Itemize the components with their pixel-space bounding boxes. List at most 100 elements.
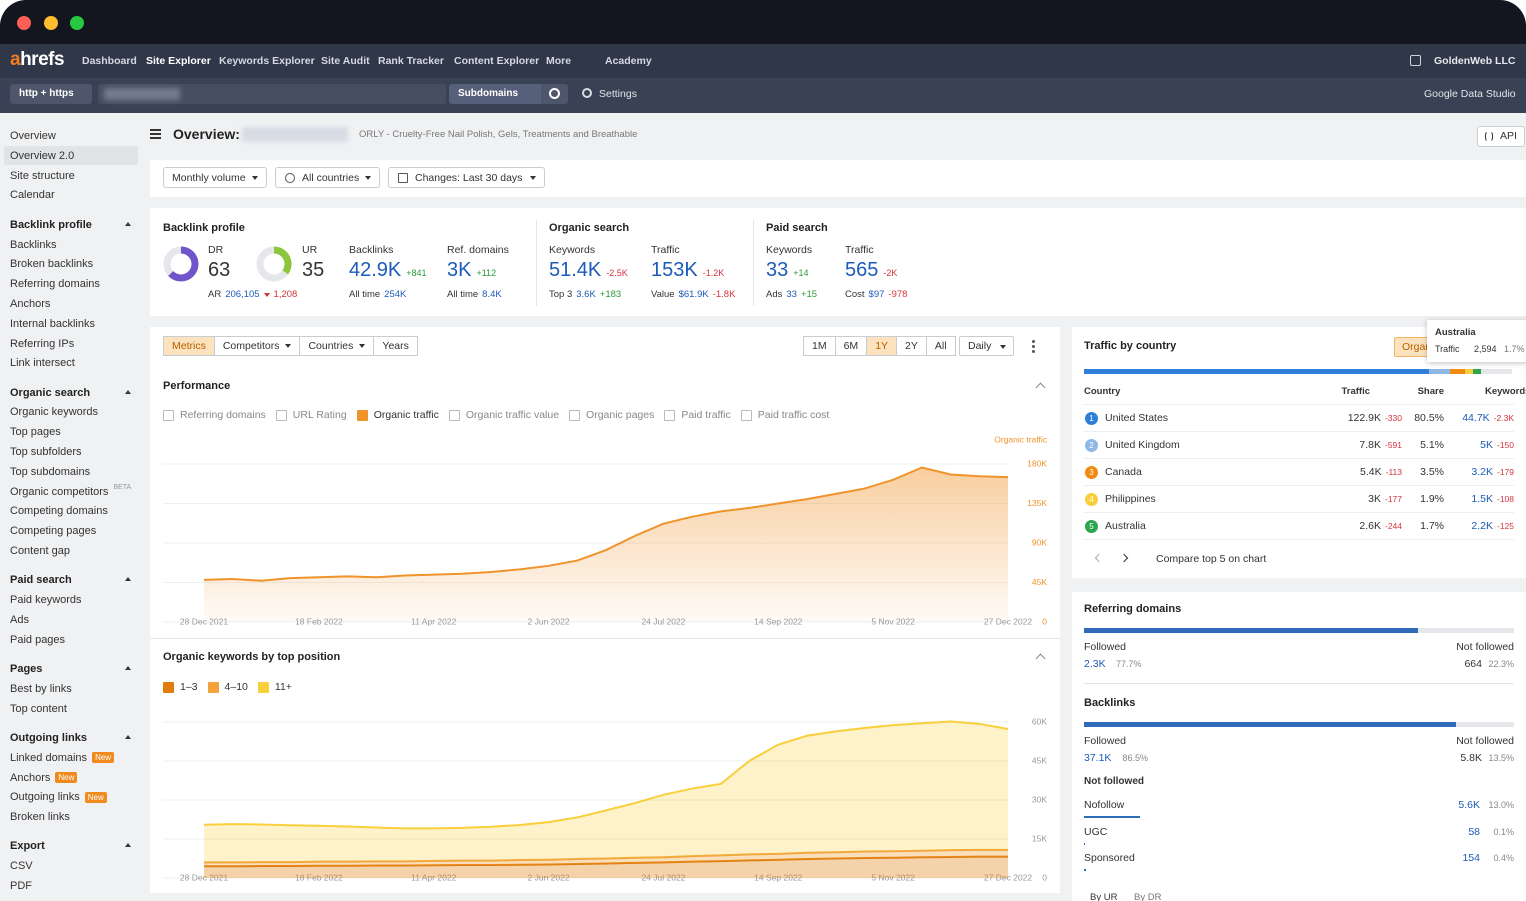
maximize-dot[interactable] — [70, 16, 84, 30]
nav-link[interactable]: Site Audit — [321, 55, 370, 67]
nav-link[interactable]: Content Explorer — [454, 55, 540, 67]
interval-dropdown[interactable]: Daily — [959, 336, 1014, 356]
settings[interactable]: Settings — [599, 88, 637, 100]
filter-label: Changes: Last 30 days — [415, 172, 523, 184]
sidebar-item[interactable]: Linked domains New — [10, 751, 115, 765]
traffic-change: -591 — [1384, 440, 1402, 450]
nav-link[interactable]: More — [546, 55, 572, 67]
sidebar-item[interactable]: Anchors New — [10, 771, 78, 785]
range-button[interactable]: 1M — [803, 336, 836, 356]
panel-title: Backlinks — [1084, 697, 1136, 709]
checkbox[interactable]: Organic traffic — [356, 408, 439, 422]
sidebar-item[interactable]: Internal backlinks — [10, 317, 95, 331]
export-link[interactable]: Google Data Studio — [1424, 88, 1516, 100]
sidebar-label: Top subdomains — [10, 465, 91, 478]
close-dot[interactable] — [17, 16, 31, 30]
url-input[interactable] — [98, 84, 446, 104]
sidebar-item[interactable]: Content gap — [10, 544, 70, 558]
checkbox[interactable]: Referring domains — [163, 408, 266, 422]
checkbox[interactable]: 1–3 — [163, 680, 198, 694]
sidebar-item[interactable]: Paid keywords — [10, 593, 82, 607]
sidebar-item[interactable]: Overview 2.0 — [10, 149, 74, 163]
menu-icon[interactable] — [150, 129, 161, 131]
sidebar-group-title[interactable]: Export — [10, 840, 45, 853]
sidebar-item[interactable]: Paid pages — [10, 633, 65, 647]
sidebar-item[interactable]: Broken links — [10, 810, 70, 824]
bottom-tab[interactable]: By UR — [1090, 892, 1118, 901]
metric-change: +841 — [406, 268, 427, 278]
mode[interactable]: Subdomains — [458, 88, 519, 99]
nav-link[interactable]: Site Explorer — [146, 55, 211, 67]
sub-label: All time — [349, 289, 381, 300]
sidebar-item[interactable]: Referring IPs — [10, 337, 74, 351]
range-button[interactable]: 1Y — [867, 336, 898, 356]
sidebar-item[interactable]: PDF — [10, 879, 32, 893]
kebab-dot[interactable] — [1032, 345, 1035, 348]
sidebar-item[interactable]: Top content — [10, 702, 67, 716]
sidebar-item[interactable]: Organic keywords — [10, 405, 98, 419]
sidebar-item[interactable]: Competing domains — [10, 504, 108, 518]
kebab-dot[interactable] — [1032, 350, 1035, 353]
sidebar-group-title[interactable]: Outgoing links — [10, 731, 87, 744]
kebab-dot[interactable] — [1032, 340, 1035, 343]
nav-link[interactable]: Keywords Explorer — [219, 55, 315, 67]
tooltip: Australia Traffic 2,594 1.7% — [1427, 320, 1526, 362]
sidebar-group-title[interactable]: Paid search — [10, 574, 72, 587]
sidebar-item[interactable]: Organic competitors BETA — [10, 484, 131, 499]
sidebar-item[interactable]: Best by links — [10, 682, 72, 696]
sidebar-item[interactable]: Outgoing links New — [10, 790, 107, 804]
compare-link[interactable]: Compare top 5 on chart — [1156, 553, 1267, 565]
checkbox[interactable]: Paid traffic cost — [740, 408, 829, 422]
sidebar-item[interactable]: Ads — [10, 613, 29, 627]
sidebar-group-title[interactable]: Pages — [10, 663, 43, 675]
sidebar-item[interactable]: Top subdomains — [10, 465, 90, 479]
metric-value-row: 35 — [302, 259, 324, 282]
range-button[interactable]: 6M — [835, 336, 868, 356]
sidebar-item[interactable]: Top pages — [10, 425, 61, 439]
filter-dropdown[interactable]: Changes: Last 30 days — [388, 167, 545, 188]
chart-tabs-button[interactable]: Years — [374, 336, 418, 356]
account-name[interactable]: GoldenWeb LLC — [1434, 55, 1516, 67]
sidebar-label: Organic keywords — [10, 406, 99, 419]
sidebar-item[interactable]: Calendar — [10, 188, 55, 202]
mode-select[interactable] — [449, 84, 541, 104]
sidebar-label: Paid pages — [10, 633, 66, 646]
chart-tabs-button[interactable]: Metrics — [163, 336, 215, 356]
filter-dropdown[interactable]: All countries — [275, 167, 380, 188]
down-triangle — [263, 292, 270, 297]
sidebar-item[interactable]: Top subfolders — [10, 445, 82, 459]
nav-link[interactable]: Academy — [605, 55, 652, 67]
checkbox[interactable]: Paid traffic — [664, 408, 731, 422]
checkbox[interactable]: Organic traffic value — [448, 408, 559, 422]
range-button[interactable]: All — [926, 336, 956, 356]
protocol[interactable]: http + https — [19, 88, 74, 99]
sidebar-item[interactable]: Broken backlinks — [10, 257, 93, 271]
chart-tabs-button[interactable]: Competitors — [214, 336, 301, 356]
sidebar-item[interactable]: Referring domains — [10, 277, 100, 291]
checkbox[interactable]: 4–10 — [207, 680, 248, 694]
x-tick-label: 27 Dec 2022 — [984, 616, 1032, 626]
sidebar-group-title[interactable]: Organic search — [10, 386, 91, 399]
range-button[interactable]: 2Y — [897, 336, 927, 356]
sidebar-item[interactable]: Anchors — [10, 297, 50, 311]
sidebar-item[interactable]: CSV — [10, 859, 33, 873]
sidebar-item[interactable]: Competing pages — [10, 524, 96, 538]
nav-link[interactable]: Dashboard — [82, 55, 137, 67]
sidebar-item[interactable]: Link intersect — [10, 356, 75, 370]
api-label[interactable]: API — [1500, 130, 1517, 142]
chart-tabs-button[interactable]: Countries — [300, 336, 375, 356]
minimize-dot[interactable] — [44, 16, 58, 30]
sidebar-item[interactable]: Site structure — [10, 169, 75, 183]
protocol-select[interactable] — [10, 84, 92, 104]
checkbox[interactable]: Organic pages — [569, 408, 654, 422]
sidebar-group-title[interactable]: Backlink profile — [10, 218, 92, 231]
sidebar-label: Overview 2.0 — [10, 149, 75, 162]
sidebar-item[interactable]: Overview — [10, 129, 56, 143]
nav-link[interactable]: Rank Tracker — [378, 55, 444, 67]
checkbox[interactable]: 11+ — [257, 680, 292, 694]
checkbox[interactable]: URL Rating — [275, 408, 347, 422]
bottom-tab[interactable]: By DR — [1134, 892, 1162, 901]
filter-dropdown[interactable]: Monthly volume — [163, 167, 267, 188]
sidebar-item[interactable]: Backlinks — [10, 238, 56, 252]
metric-value: 153K — [651, 259, 698, 281]
